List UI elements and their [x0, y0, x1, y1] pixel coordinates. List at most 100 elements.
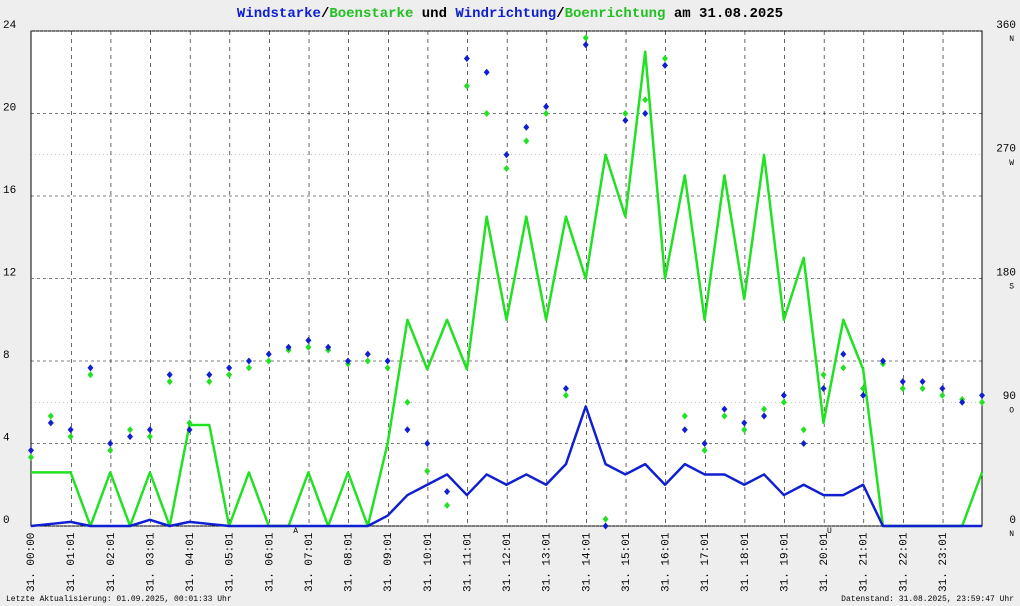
y-tick-label: 12 [3, 267, 16, 279]
direction-point [979, 398, 985, 406]
y-tick-label: 4 [3, 432, 10, 444]
direction-point [959, 398, 966, 406]
direction-point [860, 385, 867, 392]
direction-point [28, 453, 34, 461]
direction-point [107, 446, 114, 454]
y-tick-label: 8 [3, 350, 10, 362]
direction-point [166, 378, 173, 386]
direction-point [721, 405, 728, 413]
direction-point [562, 385, 569, 392]
footer-left: Letzte Aktualisierung: 01.09.2025, 00:01… [6, 595, 232, 604]
compass-label: S [1009, 283, 1014, 292]
direction-point [28, 446, 34, 454]
x-tick-label: 31. 12:01 [502, 532, 514, 592]
direction-point [364, 357, 371, 365]
direction-point [820, 385, 827, 392]
direction-point [642, 110, 649, 117]
y-tick-label: 16 [3, 185, 16, 197]
direction-point [622, 110, 629, 117]
y-tick-label: 20 [3, 102, 16, 114]
direction-point [820, 371, 827, 379]
direction-point [879, 357, 886, 365]
x-tick-label: 31. 16:01 [661, 532, 673, 592]
direction-point [840, 350, 847, 358]
direction-point [463, 82, 470, 90]
direction-point [979, 391, 985, 399]
direction-point [622, 116, 629, 124]
x-tick-label: 31. 19:01 [779, 532, 791, 592]
direction-point [939, 385, 946, 392]
direction-point [761, 412, 768, 420]
direction-point [384, 364, 391, 372]
y2-tick-label: 270 [996, 144, 1016, 156]
title-part: / [556, 6, 564, 22]
direction-point [662, 61, 668, 69]
direction-point [226, 371, 233, 379]
x-tick-label: 31. 11:01 [462, 532, 474, 592]
direction-point [305, 336, 312, 344]
direction-point [87, 371, 94, 379]
direction-point [444, 488, 451, 496]
direction-point [87, 364, 94, 372]
compass-label: O [1009, 406, 1014, 415]
direction-point [701, 446, 708, 454]
direction-point [800, 440, 807, 447]
direction-point [523, 137, 530, 145]
direction-point [364, 350, 371, 358]
title-part: / [321, 6, 329, 22]
x-tick-label: 31. 07:01 [304, 532, 316, 592]
x-tick-label: 31. 09:01 [383, 532, 395, 592]
x-tick-label: 31. 18:01 [740, 532, 752, 592]
x-tick-label: 31. 03:01 [145, 532, 157, 592]
direction-point [444, 501, 451, 509]
direction-point [146, 426, 153, 434]
direction-point [899, 385, 906, 392]
direction-point [424, 467, 431, 475]
x-tick-label: 31. 14:01 [581, 532, 593, 592]
direction-point [186, 426, 193, 434]
direction-point [642, 96, 649, 104]
direction-point [186, 419, 193, 427]
direction-point [503, 151, 510, 159]
direction-point [582, 34, 589, 42]
footer-right: Datenstand: 31.08.2025, 23:59:47 Uhr [841, 595, 1014, 604]
y2-tick-label: 90 [1003, 391, 1016, 403]
direction-point [919, 378, 926, 386]
direction-point [919, 385, 926, 392]
y2-tick-label: 0 [1009, 515, 1016, 527]
x-tick-label: 31. 20:01 [819, 532, 831, 592]
direction-point [899, 378, 906, 386]
y-tick-label: 0 [3, 515, 10, 527]
y2-tick-label: 180 [996, 267, 1016, 279]
direction-point [265, 350, 272, 358]
direction-point [245, 357, 252, 365]
sun-event: A [293, 527, 298, 536]
direction-point [285, 343, 292, 351]
direction-point [701, 440, 708, 447]
direction-point [47, 419, 54, 427]
x-tick-label: 31. 13:01 [542, 532, 554, 592]
speed-line [30, 405, 982, 528]
direction-point [582, 41, 589, 49]
direction-point [206, 378, 213, 386]
direction-point [681, 426, 688, 434]
direction-point [404, 426, 411, 434]
direction-point [325, 343, 332, 351]
direction-point [483, 110, 490, 117]
direction-point [939, 391, 946, 399]
x-tick-label: 31. 00:00 [26, 533, 38, 592]
direction-point [206, 371, 213, 379]
direction-point [463, 55, 470, 62]
direction-point [741, 419, 748, 427]
x-tick-label: 31. 10:01 [423, 532, 435, 592]
direction-point [503, 165, 510, 172]
x-tick-label: 31. 01:01 [66, 532, 78, 592]
direction-point [800, 426, 807, 434]
direction-point [424, 440, 431, 447]
direction-point [146, 433, 153, 441]
direction-point [860, 391, 867, 399]
direction-point [761, 405, 768, 413]
direction-point [345, 357, 351, 365]
x-tick-label: 31. 22:01 [898, 532, 910, 592]
direction-point [543, 110, 550, 117]
